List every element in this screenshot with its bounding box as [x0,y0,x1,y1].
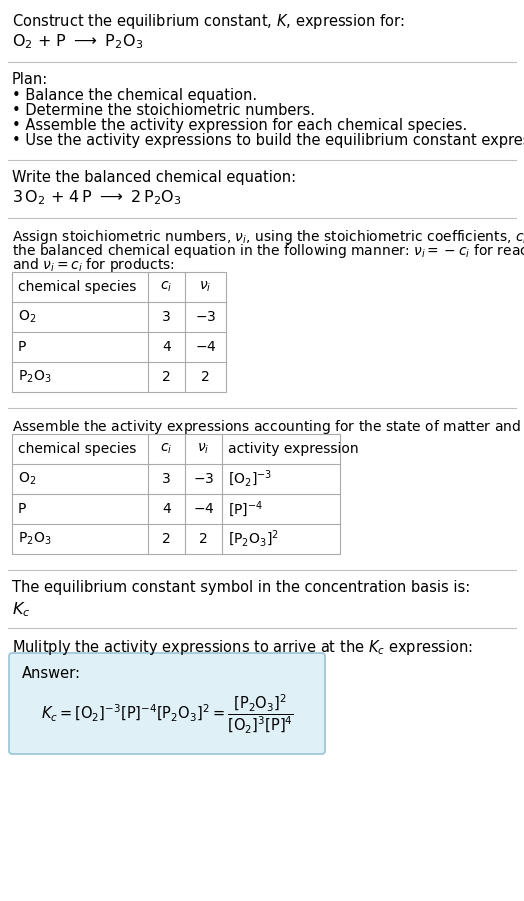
Text: Assign stoichiometric numbers, $\nu_i$, using the stoichiometric coefficients, $: Assign stoichiometric numbers, $\nu_i$, … [12,228,524,246]
Text: $-3$: $-3$ [195,310,216,324]
Text: 2: 2 [162,532,171,546]
Text: P: P [18,502,26,516]
Bar [12,272,226,392]
Text: Mulitply the activity expressions to arrive at the $K_c$ expression:: Mulitply the activity expressions to arr… [12,638,473,657]
Text: $K_c = [\mathrm{O_2}]^{-3} [\mathrm{P}]^{-4} [\mathrm{P_2O_3}]^{2} = \dfrac{[\ma: $K_c = [\mathrm{O_2}]^{-3} [\mathrm{P}]^… [40,692,293,736]
Text: 3: 3 [162,310,171,324]
Text: 2: 2 [162,370,171,384]
Text: 2: 2 [201,370,210,384]
Text: • Determine the stoichiometric numbers.: • Determine the stoichiometric numbers. [12,103,315,118]
Text: $-4$: $-4$ [195,340,216,354]
Text: $\mathrm{O_2}$ + P $\longrightarrow$ $\mathrm{P_2O_3}$: $\mathrm{O_2}$ + P $\longrightarrow$ $\m… [12,32,143,50]
Text: • Balance the chemical equation.: • Balance the chemical equation. [12,88,257,103]
Text: $[\mathrm{O_2}]^{-3}$: $[\mathrm{O_2}]^{-3}$ [228,469,272,489]
Bar [12,434,340,554]
Text: Plan:: Plan: [12,72,48,87]
Text: Assemble the activity expressions accounting for the state of matter and $\nu_i$: Assemble the activity expressions accoun… [12,418,524,436]
Text: $c_i$: $c_i$ [160,280,172,295]
Text: $\mathrm{O_2}$: $\mathrm{O_2}$ [18,309,36,325]
Text: 3: 3 [162,472,171,486]
Text: activity expression: activity expression [228,442,358,456]
Text: the balanced chemical equation in the following manner: $\nu_i = -c_i$ for react: the balanced chemical equation in the fo… [12,242,524,260]
Text: $\mathrm{P_2O_3}$: $\mathrm{P_2O_3}$ [18,531,51,547]
Text: $K_c$: $K_c$ [12,600,30,619]
Text: $\nu_i$: $\nu_i$ [198,441,210,456]
Text: $-3$: $-3$ [193,472,214,486]
Text: • Use the activity expressions to build the equilibrium constant expression.: • Use the activity expressions to build … [12,133,524,148]
Text: and $\nu_i = c_i$ for products:: and $\nu_i = c_i$ for products: [12,256,175,274]
Text: $3\,\mathrm{O_2}$ $+$ $4\,\mathrm{P}$ $\longrightarrow$ $2\,\mathrm{P_2O_3}$: $3\,\mathrm{O_2}$ $+$ $4\,\mathrm{P}$ $\… [12,188,181,206]
FancyBboxPatch shape [9,653,325,754]
Text: Answer:: Answer: [22,666,81,681]
Text: chemical species: chemical species [18,442,136,456]
Text: $[\mathrm{P}]^{-4}$: $[\mathrm{P}]^{-4}$ [228,499,263,519]
Text: $\nu_i$: $\nu_i$ [199,280,212,295]
Text: $-4$: $-4$ [193,502,214,516]
Text: $\mathrm{O_2}$: $\mathrm{O_2}$ [18,471,36,487]
Text: 4: 4 [162,502,171,516]
Text: 2: 2 [199,532,208,546]
Text: P: P [18,340,26,354]
Text: • Assemble the activity expression for each chemical species.: • Assemble the activity expression for e… [12,118,467,133]
Text: Write the balanced chemical equation:: Write the balanced chemical equation: [12,170,296,185]
Text: Construct the equilibrium constant, $K$, expression for:: Construct the equilibrium constant, $K$,… [12,12,405,31]
Text: $[\mathrm{P_2O_3}]^{2}$: $[\mathrm{P_2O_3}]^{2}$ [228,529,279,550]
Text: $\mathrm{P_2O_3}$: $\mathrm{P_2O_3}$ [18,369,51,386]
Text: The equilibrium constant symbol in the concentration basis is:: The equilibrium constant symbol in the c… [12,580,470,595]
Text: $c_i$: $c_i$ [160,441,172,456]
Text: 4: 4 [162,340,171,354]
Text: chemical species: chemical species [18,280,136,294]
